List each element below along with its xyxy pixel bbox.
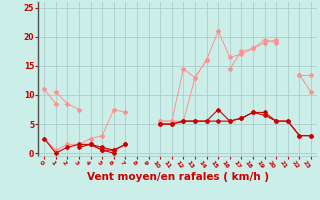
X-axis label: Vent moyen/en rafales ( km/h ): Vent moyen/en rafales ( km/h ) [87, 172, 268, 182]
